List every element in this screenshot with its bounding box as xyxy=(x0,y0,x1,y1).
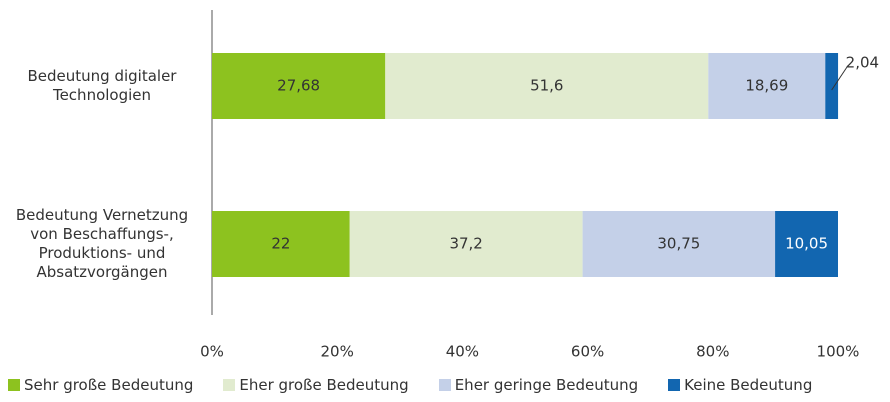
bar-segment xyxy=(385,53,709,119)
data-label: 18,69 xyxy=(745,77,788,95)
x-tick-label: 0% xyxy=(200,343,224,361)
bar-segment xyxy=(775,211,838,277)
x-tick-label: 40% xyxy=(446,343,479,361)
leader-line xyxy=(831,65,849,91)
data-label: 30,75 xyxy=(657,235,700,253)
data-label: 51,6 xyxy=(530,77,563,95)
x-tick-label: 20% xyxy=(321,343,354,361)
legend-label: Eher geringe Bedeutung xyxy=(454,376,639,394)
legend-label: Keine Bedeutung xyxy=(684,376,813,394)
legend-swatch xyxy=(668,379,681,391)
legend-item: Keine Bedeutung xyxy=(668,376,812,394)
data-label: 22 xyxy=(271,235,290,253)
data-label: 2,04 xyxy=(846,54,879,72)
data-label: 27,68 xyxy=(277,77,320,95)
category-label: Bedeutung digitaler Technologien xyxy=(27,67,177,104)
legend-item: Eher große Bedeutung xyxy=(223,376,409,394)
data-label: 37,2 xyxy=(449,235,482,253)
bar-segment xyxy=(212,53,386,119)
data-label: 10,05 xyxy=(785,235,828,253)
legend-swatch xyxy=(438,379,451,391)
legend-swatch xyxy=(8,379,20,391)
category-label: Bedeutung Vernetzung von Beschaffungs-, … xyxy=(15,206,189,281)
bar-segment xyxy=(349,211,583,277)
bar-segment xyxy=(825,53,839,119)
x-tick-label: 80% xyxy=(696,343,729,361)
x-tick-label: 100% xyxy=(817,343,860,361)
legend: Sehr große Bedeutung Eher große Bedeutung… xyxy=(8,376,812,394)
legend-item: Eher geringe Bedeutung xyxy=(438,376,639,394)
legend-label: Eher große Bedeutung xyxy=(239,376,409,394)
legend-item: Sehr große Bedeutung xyxy=(8,376,193,394)
bar-segment xyxy=(582,211,776,277)
bar-segment xyxy=(212,211,350,277)
legend-label: Sehr große Bedeutung xyxy=(24,376,194,394)
legend-swatch xyxy=(223,379,236,391)
x-tick-label: 60% xyxy=(571,343,604,361)
bar-segment xyxy=(708,53,826,119)
